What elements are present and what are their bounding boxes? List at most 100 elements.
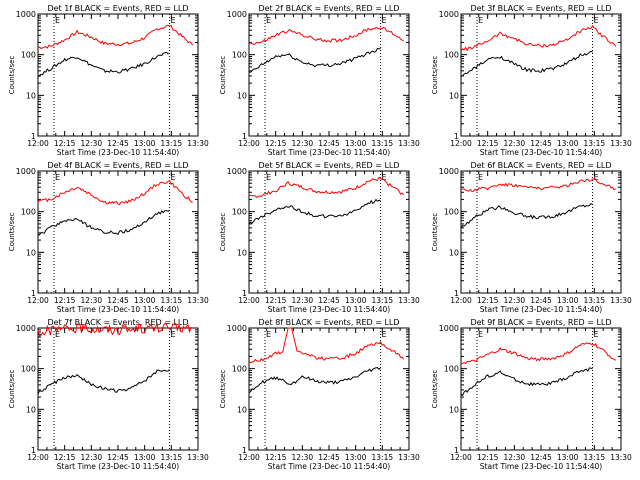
y-axis-label: Counts/sec — [8, 213, 16, 252]
x-tick-label: 12:30 — [81, 139, 103, 148]
lld-series-line — [248, 26, 404, 45]
x-tick-label: 12:30 — [81, 296, 103, 305]
y-tick-label: 1 — [242, 446, 247, 455]
y-tick-label: 10 — [237, 91, 247, 100]
time-marker-label: E — [171, 330, 176, 339]
plot-frame — [248, 170, 410, 294]
y-tick-label: 10 — [237, 248, 247, 257]
detector-panel: Det 3f BLACK = Events, RED = LLD 1 10 100 10… — [431, 4, 632, 157]
y-tick-label: 1000 — [439, 10, 459, 19]
y-tick-label: 100 — [232, 208, 247, 217]
x-tick-label: 13:30 — [610, 453, 632, 462]
x-tick-label: 12:00 — [238, 296, 260, 305]
x-tick-label: 12:15 — [265, 296, 287, 305]
x-axis-label: Start Time (23-Dec-10 11:54:40) — [268, 305, 390, 314]
x-tick-label: 12:45 — [530, 453, 552, 462]
x-tick-label: 12:00 — [450, 296, 472, 305]
panel-title: Det 9f BLACK = Events, RED = LLD — [470, 318, 611, 327]
panel-title: Det 7f BLACK = Events, RED = LLD — [47, 318, 188, 327]
time-marker-label: E — [55, 330, 60, 339]
x-axis-label: Start Time (23-Dec-10 11:54:40) — [480, 305, 602, 314]
x-tick-label: 13:15 — [372, 139, 394, 148]
lld-series-line — [37, 179, 193, 206]
events-series-line — [248, 367, 381, 393]
x-tick-label: 13:00 — [134, 453, 156, 462]
x-tick-label: 12:30 — [504, 453, 526, 462]
x-tick-label: 12:45 — [107, 453, 129, 462]
panel-title: Det 6f BLACK = Events, RED = LLD — [470, 161, 611, 170]
x-tick-label: 12:15 — [54, 453, 76, 462]
y-tick-label: 10 — [26, 248, 36, 257]
y-tick-label: 1000 — [439, 324, 459, 333]
x-tick-label: 12:15 — [54, 296, 76, 305]
time-marker-label: E — [266, 330, 271, 339]
y-tick-label: 100 — [444, 365, 459, 374]
y-tick-label: 10 — [449, 91, 459, 100]
x-tick-label: 12:00 — [450, 453, 472, 462]
x-tick-label: 13:30 — [610, 296, 632, 305]
x-tick-label: 12:30 — [504, 296, 526, 305]
y-axis-label: Counts/sec — [219, 370, 227, 409]
x-axis-label: Start Time (23-Dec-10 11:54:40) — [57, 148, 179, 157]
y-tick-label: 100 — [21, 208, 36, 217]
y-tick-label: 100 — [232, 365, 247, 374]
y-tick-label: 1 — [454, 289, 459, 298]
x-tick-label: 12:45 — [530, 139, 552, 148]
panel-title: Det 4f BLACK = Events, RED = LLD — [47, 161, 188, 170]
x-tick-label: 12:45 — [107, 296, 129, 305]
y-axis-label: Counts/sec — [431, 213, 439, 252]
x-tick-label: 12:30 — [504, 139, 526, 148]
x-tick-label: 13:15 — [372, 296, 394, 305]
x-tick-label: 13:00 — [345, 453, 367, 462]
events-series-line — [460, 202, 593, 229]
detector-panel: Det 9f BLACK = Events, RED = LLD 1 10 100 10… — [431, 318, 632, 471]
detector-panel: Det 6f BLACK = Events, RED = LLD 1 10 100 10… — [431, 161, 632, 314]
events-series-line — [37, 369, 170, 395]
x-tick-label: 12:30 — [292, 296, 314, 305]
time-marker-label: E — [594, 173, 599, 182]
x-tick-label: 13:30 — [187, 139, 209, 148]
y-axis-label: Counts/sec — [219, 56, 227, 95]
y-tick-label: 10 — [26, 405, 36, 414]
x-axis-label: Start Time (23-Dec-10 11:54:40) — [57, 462, 179, 471]
events-series-line — [248, 198, 381, 225]
plot-frame — [37, 13, 199, 137]
x-tick-label: 13:30 — [398, 139, 420, 148]
panel-title: Det 8f BLACK = Events, RED = LLD — [258, 318, 399, 327]
y-tick-label: 1000 — [227, 167, 247, 176]
detector-panel: Det 1f BLACK = Events, RED = LLD 1 10 100 10… — [8, 4, 209, 157]
y-tick-label: 100 — [21, 365, 36, 374]
panel-title: Det 2f BLACK = Events, RED = LLD — [258, 4, 399, 13]
x-tick-label: 13:00 — [134, 139, 156, 148]
x-tick-label: 12:00 — [27, 453, 49, 462]
y-tick-label: 1000 — [16, 324, 36, 333]
lld-series-line — [37, 321, 193, 337]
x-tick-label: 13:30 — [187, 296, 209, 305]
time-marker-label: E — [266, 16, 271, 25]
plot-frame — [248, 13, 410, 137]
x-tick-label: 12:00 — [27, 296, 49, 305]
x-tick-label: 12:00 — [238, 139, 260, 148]
x-tick-label: 12:00 — [450, 139, 472, 148]
detector-panel: Det 7f BLACK = Events, RED = LLD 1 10 100 10… — [8, 318, 209, 471]
x-tick-label: 12:45 — [107, 139, 129, 148]
x-tick-label: 12:15 — [54, 139, 76, 148]
x-tick-label: 12:15 — [265, 139, 287, 148]
time-marker-label: E — [382, 330, 387, 339]
y-tick-label: 1 — [31, 289, 36, 298]
y-axis-label: Counts/sec — [8, 56, 16, 95]
y-tick-label: 1000 — [16, 10, 36, 19]
panel-title: Det 5f BLACK = Events, RED = LLD — [258, 161, 399, 170]
lld-series-line — [460, 178, 616, 193]
x-tick-label: 13:15 — [161, 453, 183, 462]
x-tick-label: 13:30 — [398, 453, 420, 462]
x-tick-label: 12:00 — [27, 139, 49, 148]
x-tick-label: 13:00 — [557, 139, 579, 148]
detector-panel: Det 4f BLACK = Events, RED = LLD 1 10 100 10… — [8, 161, 209, 314]
y-tick-label: 10 — [449, 405, 459, 414]
events-series-line — [37, 51, 170, 78]
x-tick-label: 12:45 — [318, 453, 340, 462]
x-axis-label: Start Time (23-Dec-10 11:54:40) — [480, 148, 602, 157]
x-tick-label: 12:00 — [238, 453, 260, 462]
x-tick-label: 12:15 — [477, 296, 499, 305]
